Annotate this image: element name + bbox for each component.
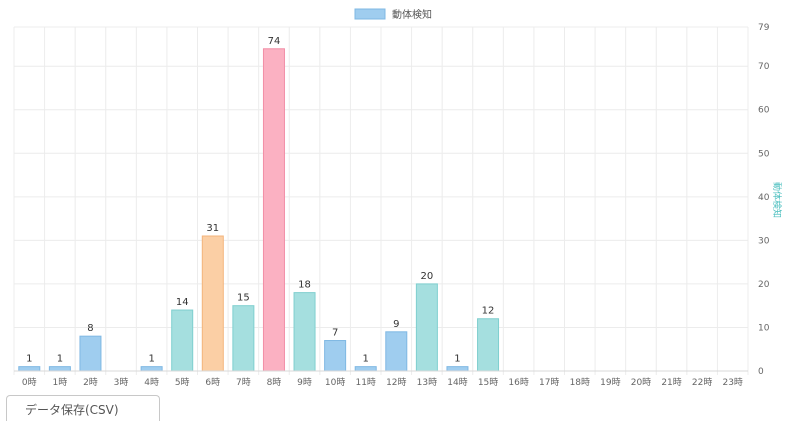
bar-12時	[385, 331, 408, 372]
data-label: 18	[298, 280, 311, 291]
bar-8時	[262, 48, 285, 372]
x-tick-label: 18時	[570, 377, 590, 388]
x-tick-label: 7時	[236, 377, 251, 388]
x-tick-label: 21時	[661, 377, 681, 388]
bar-13時	[415, 283, 438, 372]
data-label: 15	[237, 293, 250, 304]
data-label: 14	[176, 297, 189, 308]
x-tick-label: 17時	[539, 377, 559, 388]
x-tick-label: 23時	[722, 377, 742, 388]
x-tick-label: 14時	[447, 377, 467, 388]
x-tick-label: 3時	[114, 377, 129, 388]
x-tick-label: 12時	[386, 377, 406, 388]
x-tick-label: 13時	[417, 377, 437, 388]
x-tick-label: 4時	[144, 377, 159, 388]
data-label: 1	[454, 354, 460, 365]
y-tick-label: 60	[758, 106, 770, 116]
x-tick-label: 2時	[83, 377, 98, 388]
bar-0時	[18, 366, 41, 372]
bar-15時	[477, 318, 500, 372]
data-label: 7	[332, 328, 338, 339]
x-tick-label: 15時	[478, 377, 498, 388]
bar-7時	[232, 305, 255, 372]
x-tick-label: 20時	[631, 377, 651, 388]
bar-6時	[201, 235, 224, 372]
y-tick-label: 0	[758, 367, 764, 377]
x-tick-label: 8時	[267, 377, 282, 388]
data-label: 1	[57, 354, 63, 365]
save-csv-button[interactable]: データ保存(CSV)	[6, 395, 160, 421]
data-label: 74	[268, 36, 281, 47]
chart: 0 10 20 30 40 50 60 70 79 動体検知 動体検知 1 0時 1 1時 8 2時 3時 1 4時 1…	[13, 8, 783, 388]
y-tick-label: 30	[758, 236, 770, 246]
bar-1時	[48, 366, 71, 372]
data-label: 1	[148, 354, 154, 365]
x-tick-label: 19時	[600, 377, 620, 388]
data-label: 8	[87, 323, 93, 334]
data-label: 31	[206, 223, 219, 234]
y-tick-label: 70	[758, 62, 770, 72]
y-tick-label: 20	[758, 280, 770, 290]
data-label: 1	[363, 354, 369, 365]
x-tick-label: 11時	[355, 377, 375, 388]
legend-label: 動体検知	[392, 8, 432, 21]
x-tick-label: 9時	[297, 377, 312, 388]
bar-10時	[324, 340, 347, 372]
y-tick-label: 50	[758, 149, 770, 159]
data-label: 9	[393, 319, 399, 330]
bar-9時	[293, 292, 316, 372]
bar-5時	[171, 309, 194, 372]
y-axis-title: 動体検知	[771, 182, 783, 218]
bar-14時	[446, 366, 469, 372]
x-tick-label: 1時	[53, 377, 68, 388]
x-tick-label: 5時	[175, 377, 190, 388]
x-tick-label: 22時	[692, 377, 712, 388]
y-tick-label: 79	[758, 23, 770, 33]
bar-2時	[79, 335, 102, 372]
x-tick-label: 0時	[22, 377, 37, 388]
bar-11時	[354, 366, 377, 372]
y-tick-label: 40	[758, 193, 770, 203]
data-label: 1	[26, 354, 32, 365]
x-tick-label: 10時	[325, 377, 345, 388]
legend-swatch	[354, 8, 386, 20]
bar-4時	[140, 366, 163, 372]
data-label: 12	[482, 306, 495, 317]
x-tick-label: 16時	[508, 377, 528, 388]
y-tick-label: 10	[758, 323, 770, 333]
data-label: 20	[421, 271, 434, 282]
x-tick-label: 6時	[205, 377, 220, 388]
